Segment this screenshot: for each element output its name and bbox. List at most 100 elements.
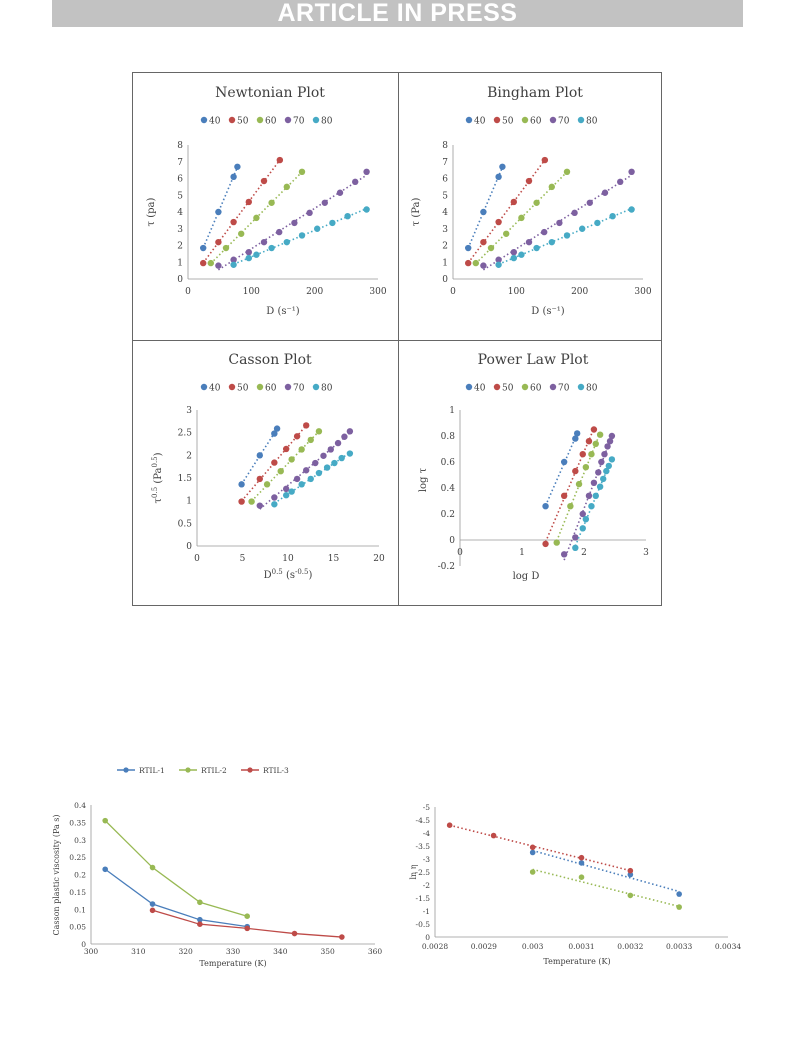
data-point-70	[271, 494, 278, 501]
data-point-70	[579, 510, 586, 518]
legend-marker-80	[312, 383, 320, 391]
legend-marker-50	[493, 116, 501, 124]
data-point-60	[533, 199, 540, 206]
x-tick-label: 300	[369, 287, 386, 297]
data-point-60	[596, 431, 604, 438]
y-tick-label: 2	[177, 242, 183, 252]
x-tick-label: 200	[306, 287, 323, 297]
data-point-80	[288, 488, 295, 495]
data-point-RTIL-3	[291, 930, 298, 937]
y-axis-label: ln η	[409, 864, 418, 879]
data-point-70	[601, 451, 608, 458]
data-point-60	[567, 503, 574, 510]
casson-viscosity-chart: RTIL-1 RTIL-2 RTIL-3 0 0.05 0.1 0.15 0.2 0.25 0.3…	[52, 766, 382, 968]
y-tick-label: 5	[177, 191, 183, 201]
data-point-60	[263, 481, 271, 488]
chart-title: Newtonian Plot	[215, 85, 325, 101]
data-point-40	[560, 458, 568, 466]
data-point-60	[563, 168, 571, 175]
data-point-80	[605, 462, 612, 470]
legend-marker-50	[228, 383, 236, 391]
data-point-50	[541, 156, 549, 164]
x-tick-label: 0.0031	[568, 942, 594, 951]
data-point-70	[541, 228, 548, 236]
data-point-80	[253, 251, 260, 258]
legend-marker-50	[493, 383, 501, 391]
legend-marker-80	[577, 383, 585, 391]
y-tick-label: -2.5	[416, 868, 431, 877]
x-tick-label: 3	[643, 548, 649, 558]
data-point-80	[268, 244, 275, 252]
data-point-40	[495, 173, 502, 181]
data-point-50	[525, 177, 533, 185]
data-point-70	[293, 475, 301, 483]
data-point-40	[215, 208, 222, 216]
x-tick-label: 310	[131, 947, 146, 956]
data-point-RTIL-3	[446, 822, 453, 828]
legend-marker-80	[312, 116, 320, 124]
data-point-80	[298, 232, 306, 239]
y-tick-label: 0.8	[441, 432, 456, 442]
data-point-RTIL-2	[529, 869, 536, 875]
data-point-80	[245, 254, 252, 262]
data-point-70	[321, 199, 328, 206]
legend-marker-RTIL-3	[247, 767, 253, 773]
x-axis-label: Temperature (K)	[199, 959, 266, 968]
data-point-70	[495, 256, 502, 263]
x-tick-label: 5	[240, 554, 246, 564]
x-tick-label: 15	[328, 554, 340, 564]
y-tick-label: 2	[186, 451, 192, 461]
trendline-40	[202, 166, 239, 249]
data-point-80	[315, 469, 323, 477]
data-point-70	[260, 238, 268, 246]
y-tick-label: 0.25	[69, 853, 86, 862]
legend-marker-40	[465, 116, 473, 124]
y-tick-label: 3	[177, 225, 183, 235]
x-tick-label: 340	[273, 947, 288, 956]
data-point-50	[579, 451, 586, 458]
y-tick-label: -2	[423, 881, 431, 890]
data-point-RTIL-2	[149, 864, 156, 871]
data-point-RTIL-3	[490, 832, 497, 839]
data-point-70	[245, 249, 252, 256]
x-tick-label: 100	[508, 287, 525, 297]
y-tick-label: 0.35	[69, 818, 86, 827]
y-tick-label: 0.05	[69, 923, 86, 932]
data-point-70	[276, 228, 283, 236]
data-point-80	[572, 544, 579, 551]
legend-label-60: 60	[265, 384, 277, 394]
data-point-60	[222, 244, 230, 252]
data-point-RTIL-2	[244, 913, 250, 919]
data-point-80	[314, 225, 321, 232]
data-point-70	[525, 238, 533, 246]
data-point-60	[315, 428, 323, 435]
data-point-70	[215, 262, 222, 269]
trendline-60	[555, 432, 601, 542]
legend-label-60: 60	[265, 117, 277, 127]
data-point-60	[207, 259, 214, 267]
data-point-80	[338, 454, 345, 462]
data-point-40	[480, 208, 487, 216]
x-tick-label: 20	[373, 554, 385, 564]
trendline-40	[544, 433, 578, 507]
y-tick-label: 7	[177, 158, 183, 168]
y-tick-label: 1	[442, 258, 448, 268]
data-point-70	[601, 189, 609, 196]
x-axis-label: D (s⁻¹)	[531, 306, 565, 317]
data-point-RTIL-3	[627, 867, 634, 874]
y-tick-label: 1	[449, 406, 455, 416]
y-tick-label: -1.5	[416, 894, 431, 903]
data-point-60	[592, 440, 599, 447]
data-point-40	[256, 452, 263, 459]
data-point-40	[200, 244, 207, 252]
data-point-RTIL-2	[676, 904, 682, 910]
data-point-60	[307, 436, 314, 444]
data-point-40	[238, 481, 245, 488]
data-point-60	[277, 468, 284, 475]
legend-marker-60	[256, 116, 264, 124]
data-point-RTIL-1	[102, 866, 108, 873]
legend-label-RTIL-1: RTIL-1	[139, 766, 165, 775]
data-point-70	[572, 534, 579, 541]
legend-marker-60	[256, 383, 264, 391]
data-point-50	[230, 218, 237, 226]
